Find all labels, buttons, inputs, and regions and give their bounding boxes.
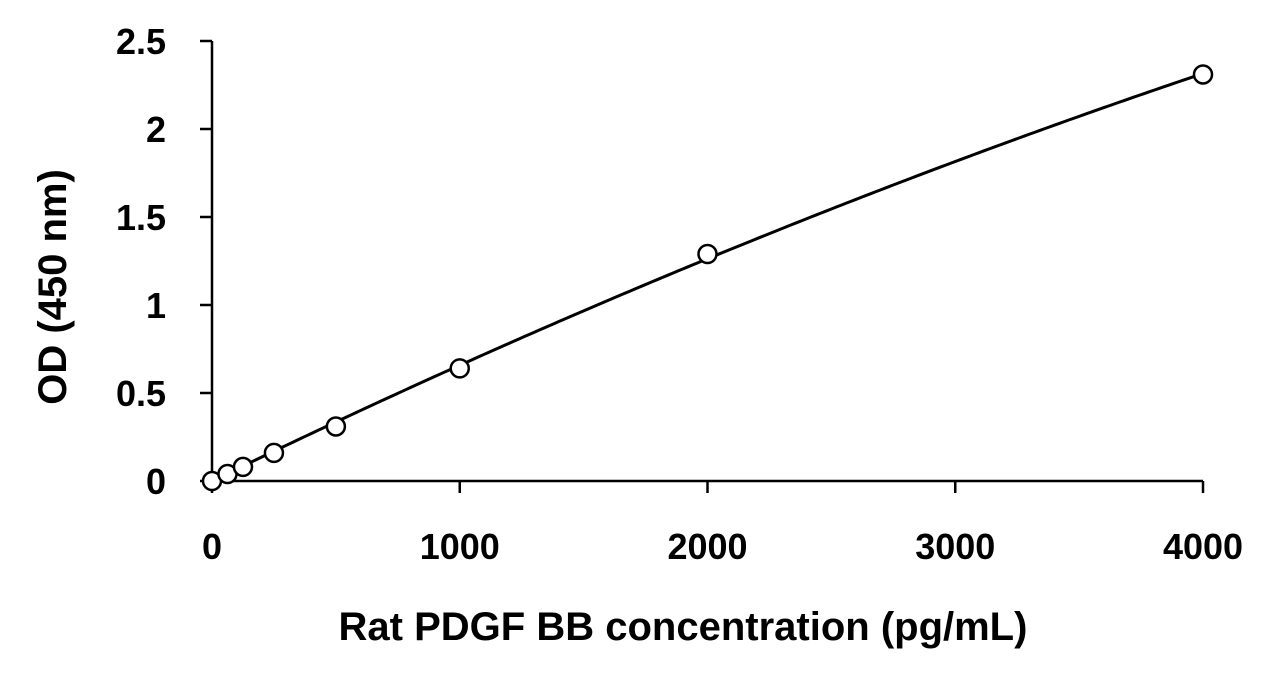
data-point	[1192, 64, 1214, 85]
y-tick-label: 2	[146, 109, 166, 150]
data-points-layer	[201, 64, 1214, 492]
data-point	[232, 456, 254, 478]
data-point	[263, 442, 285, 464]
x-tick-label: 0	[202, 526, 222, 567]
fit-curve-layer	[211, 72, 1204, 483]
y-axis-title: OD (450 nm)	[31, 169, 75, 405]
y-tick-label: 1.5	[116, 197, 166, 238]
y-tick-label: 0.5	[116, 373, 166, 414]
fit-curve	[211, 72, 1204, 483]
data-point	[325, 416, 347, 437]
y-tick-label: 2.5	[116, 21, 166, 62]
y-tick-label: 0	[146, 461, 166, 502]
x-tick-label: 3000	[915, 526, 995, 567]
x-tick-label: 4000	[1163, 526, 1243, 567]
y-tick-label: 1	[146, 285, 166, 326]
data-point	[697, 243, 718, 265]
x-axis-title: Rat PDGF BB concentration (pg/mL)	[339, 605, 1028, 649]
axes: 0 0.5 1 1.5 2 2.5 0 1000 2000 3000 4000	[116, 21, 1243, 567]
x-tick-label: 1000	[420, 526, 500, 567]
data-point	[449, 358, 470, 379]
x-tick-label: 2000	[667, 526, 747, 567]
